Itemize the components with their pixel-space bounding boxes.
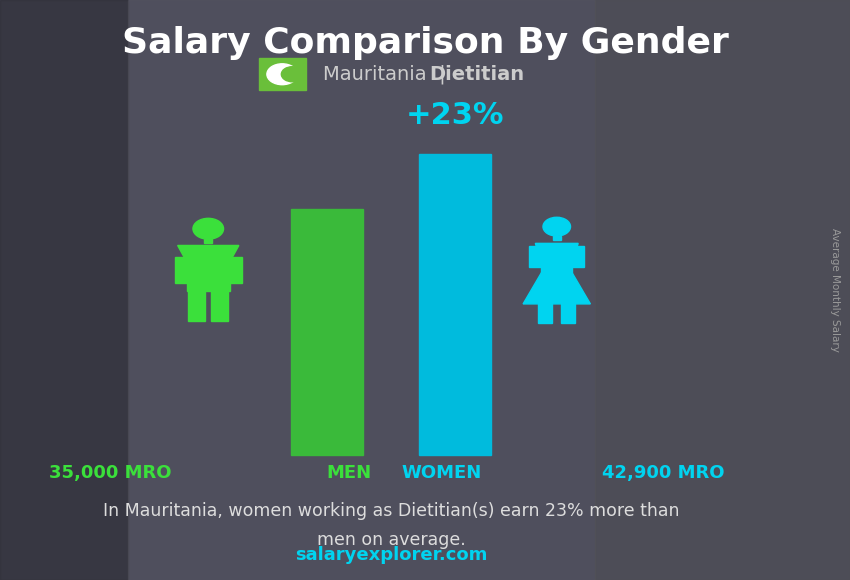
Bar	[530, 246, 541, 267]
Text: 42,900 MRO: 42,900 MRO	[602, 463, 724, 482]
Polygon shape	[523, 273, 591, 304]
Bar	[128, 0, 595, 580]
Text: +23%: +23%	[405, 102, 504, 130]
Bar	[0, 0, 128, 580]
Circle shape	[193, 218, 224, 239]
Polygon shape	[536, 244, 578, 258]
Bar	[212, 289, 228, 321]
Polygon shape	[178, 245, 239, 262]
Text: Dietitian: Dietitian	[429, 65, 524, 84]
Bar	[259, 58, 306, 90]
Text: 35,000 MRO: 35,000 MRO	[49, 463, 172, 482]
Bar	[595, 0, 850, 580]
Bar	[538, 302, 552, 322]
Text: In Mauritania, women working as Dietitian(s) earn 23% more than: In Mauritania, women working as Dietitia…	[103, 502, 679, 520]
Circle shape	[281, 67, 303, 82]
Text: WOMEN: WOMEN	[402, 463, 482, 482]
Bar	[204, 239, 212, 244]
Text: Average Monthly Salary: Average Monthly Salary	[830, 228, 840, 352]
Bar	[553, 236, 561, 240]
Bar	[561, 302, 575, 322]
Text: salaryexplorer.com: salaryexplorer.com	[295, 546, 487, 564]
Circle shape	[267, 64, 297, 85]
Circle shape	[543, 218, 570, 236]
Text: men on average.: men on average.	[316, 531, 466, 549]
Bar	[419, 154, 490, 455]
Text: MEN: MEN	[326, 463, 371, 482]
Bar	[291, 209, 363, 455]
Text: Mauritania  |: Mauritania |	[323, 64, 445, 84]
Bar	[174, 257, 187, 283]
Bar	[230, 257, 242, 283]
Bar	[572, 246, 584, 267]
Bar	[189, 289, 205, 321]
Bar	[541, 257, 572, 273]
Text: Salary Comparison By Gender: Salary Comparison By Gender	[122, 26, 728, 60]
Bar	[187, 260, 230, 291]
